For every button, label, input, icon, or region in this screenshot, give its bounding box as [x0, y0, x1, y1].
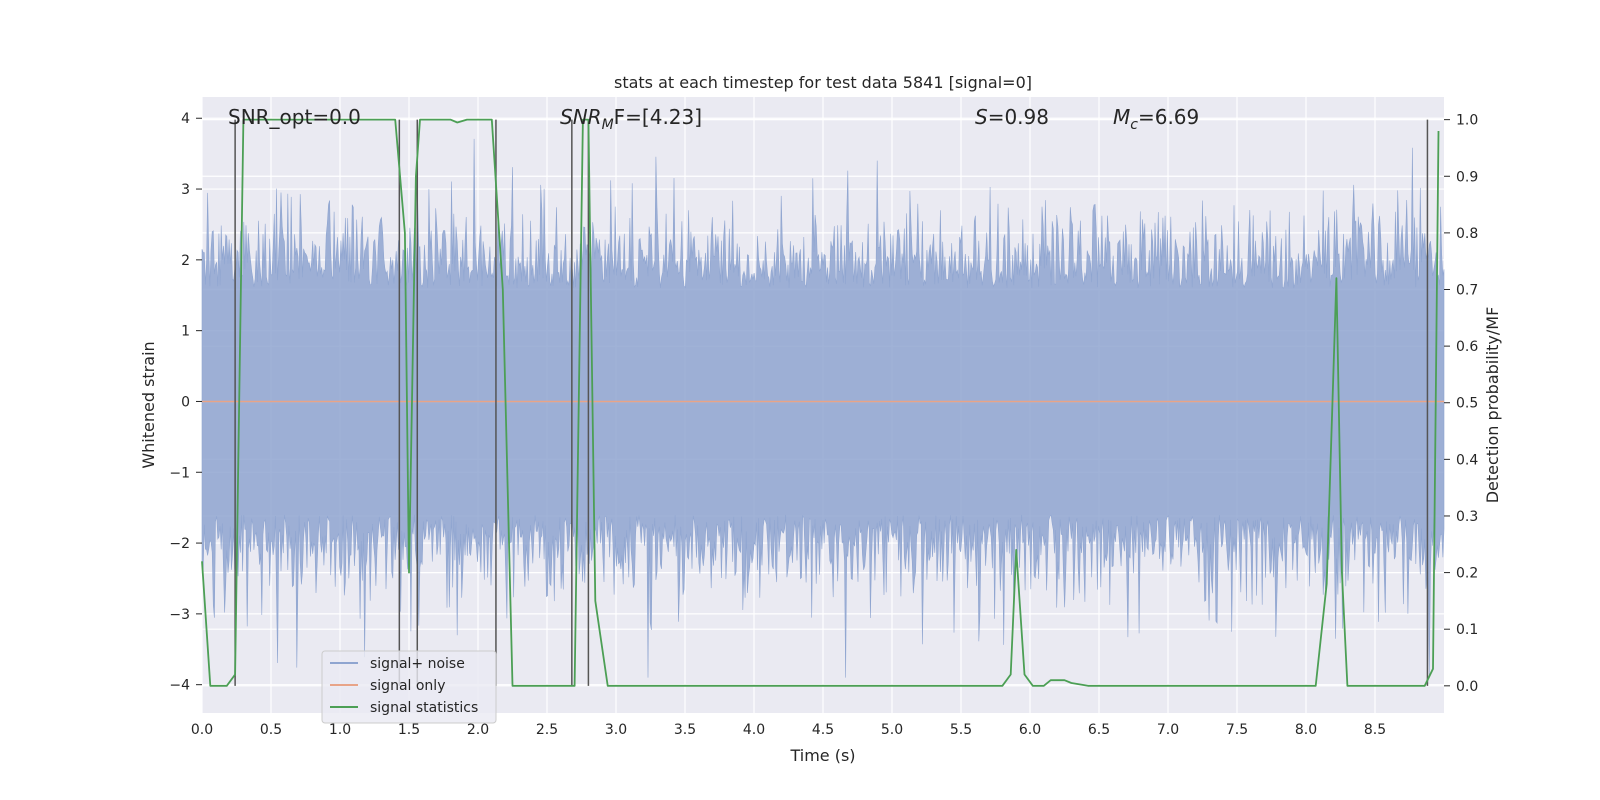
x-tick-label: 0.5 — [260, 722, 282, 738]
series-signal-noise — [201, 138, 1445, 678]
x-tick-label: 5.0 — [881, 722, 903, 738]
annotation-snr-mf: SNRMF=[4.23] — [560, 105, 702, 133]
y-tick-label: 3 — [181, 182, 190, 198]
x-tick-label: 7.0 — [1157, 722, 1179, 738]
y-right-tick-label: 0.7 — [1456, 283, 1478, 299]
y-right-tick-label: 0.3 — [1456, 509, 1478, 525]
y-axis-title: Whitened strain — [139, 341, 158, 468]
y-right-tick-label: 0.8 — [1456, 226, 1478, 242]
legend-label-signal-statistics: signal statistics — [370, 700, 478, 716]
y-right-tick-label: 0.4 — [1456, 452, 1478, 468]
y-tick-label: −1 — [169, 465, 190, 481]
mc-rest: =6.69 — [1138, 105, 1199, 129]
y-right-tick-label: 0.6 — [1456, 339, 1478, 355]
annotation-mc: Mc=6.69 — [1113, 105, 1199, 133]
legend-box — [321, 650, 497, 724]
snr-mf-sub: M — [602, 117, 614, 133]
x-tick-label: 6.5 — [1088, 722, 1110, 738]
snr-mf-rest: F=[4.23] — [614, 105, 702, 129]
y-tick-label: −3 — [169, 607, 190, 623]
legend-label-signal-only: signal only — [370, 678, 445, 694]
annotation-s: S=0.98 — [975, 105, 1049, 129]
x-tick-label: 3.0 — [605, 722, 627, 738]
y-right-tick-label: 0.5 — [1456, 396, 1478, 412]
x-tick-label: 4.5 — [812, 722, 834, 738]
y-tick-label: −4 — [169, 678, 190, 694]
x-tick-label: 7.5 — [1226, 722, 1248, 738]
y-tick-label: −2 — [169, 536, 190, 552]
snr-mf-base: SNR — [560, 105, 602, 129]
y-tick-label: 1 — [181, 324, 190, 340]
noise-layer — [201, 138, 1445, 678]
y-right-tick-label: 0.2 — [1456, 566, 1478, 582]
stats-layer — [201, 118, 1440, 687]
s-base: S — [975, 105, 988, 129]
legend: signal+ noise signal only signal statist… — [321, 650, 497, 724]
x-tick-label: 6.0 — [1019, 722, 1041, 738]
x-tick-label: 8.0 — [1295, 722, 1317, 738]
y-tick-label: 4 — [181, 111, 190, 127]
axes-layer: 0.0 0.5 1.0 1.5 2.0 2.5 3.0 3.5 4.0 4.5 5.0 5.5 6.0 6… — [169, 111, 1478, 738]
y-tick-label: 2 — [181, 253, 190, 269]
chart-title: stats at each timestep for test data 584… — [614, 73, 1032, 92]
marker-layer — [234, 119, 1429, 686]
x-tick-label: 2.5 — [536, 722, 558, 738]
series-signal-statistics — [201, 118, 1440, 687]
s-rest: =0.98 — [988, 105, 1049, 129]
x-tick-label: 1.5 — [398, 722, 420, 738]
mc-sub: c — [1130, 117, 1138, 133]
y-right-tick-label: 0.1 — [1456, 622, 1478, 638]
legend-label-signal-noise: signal+ noise — [370, 656, 465, 672]
x-tick-label: 0.0 — [191, 722, 213, 738]
y-right-tick-label: 0.9 — [1456, 169, 1478, 185]
mc-base: M — [1113, 105, 1130, 129]
x-axis-title: Time (s) — [789, 746, 855, 765]
x-tick-label: 3.5 — [674, 722, 696, 738]
x-tick-label: 1.0 — [329, 722, 351, 738]
x-tick-label: 8.5 — [1364, 722, 1386, 738]
y-tick-label: 0 — [181, 394, 190, 410]
y-right-axis-title: Detection probability/MF — [1483, 307, 1502, 504]
y-right-tick-label: 0.0 — [1456, 679, 1478, 695]
y-right-tick-label: 1.0 — [1456, 113, 1478, 129]
x-tick-label: 5.5 — [950, 722, 972, 738]
x-tick-label: 2.0 — [467, 722, 489, 738]
annotation-snr-opt: SNR_opt=0.0 — [228, 105, 361, 129]
x-tick-label: 4.0 — [743, 722, 765, 738]
